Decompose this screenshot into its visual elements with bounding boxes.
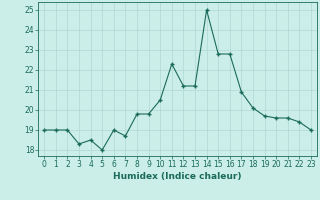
X-axis label: Humidex (Indice chaleur): Humidex (Indice chaleur) — [113, 172, 242, 181]
